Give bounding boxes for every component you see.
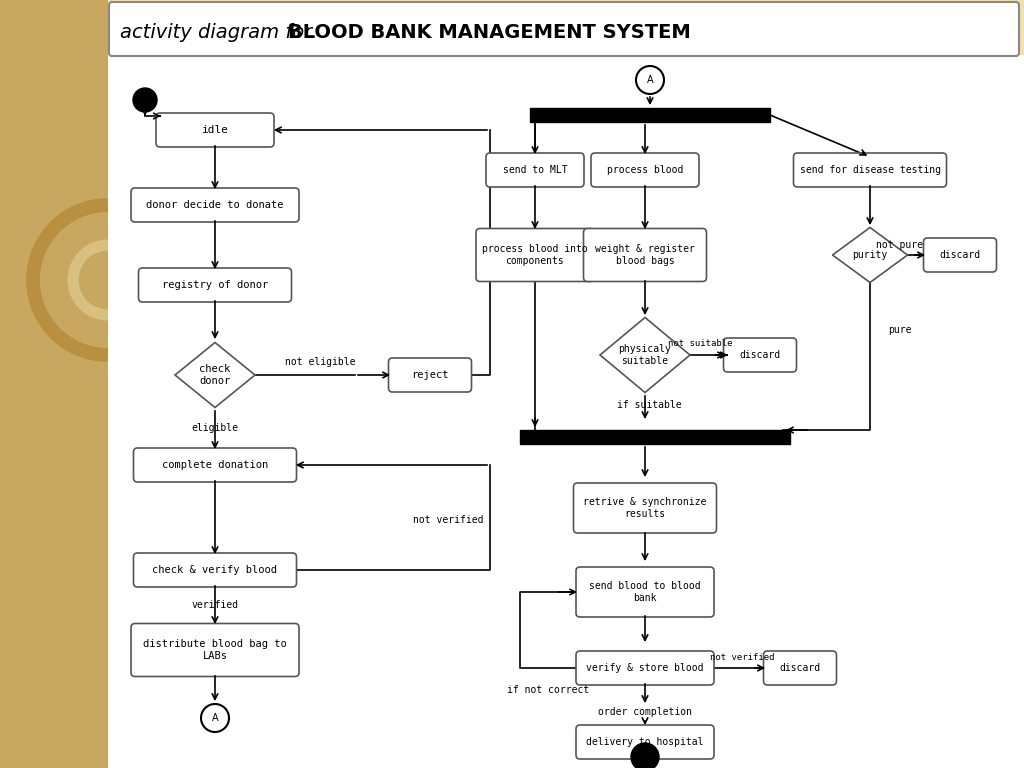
- Bar: [530, 108, 770, 122]
- FancyBboxPatch shape: [575, 567, 714, 617]
- FancyBboxPatch shape: [133, 448, 297, 482]
- Text: verified: verified: [191, 600, 239, 610]
- Text: if not correct: if not correct: [507, 685, 589, 695]
- Text: not verified: not verified: [413, 515, 483, 525]
- Text: idle: idle: [202, 125, 228, 135]
- Bar: [520, 430, 790, 444]
- FancyBboxPatch shape: [131, 624, 299, 677]
- Text: retrive & synchronize
results: retrive & synchronize results: [584, 497, 707, 519]
- FancyBboxPatch shape: [794, 153, 946, 187]
- FancyBboxPatch shape: [133, 553, 297, 587]
- Text: send blood to blood
bank: send blood to blood bank: [589, 581, 700, 603]
- Text: not verified: not verified: [710, 653, 774, 661]
- Text: discard: discard: [779, 663, 820, 673]
- FancyBboxPatch shape: [486, 153, 584, 187]
- FancyBboxPatch shape: [575, 725, 714, 759]
- Text: send to MLT: send to MLT: [503, 165, 567, 175]
- Text: verify & store blood: verify & store blood: [587, 663, 703, 673]
- Circle shape: [631, 743, 659, 768]
- FancyBboxPatch shape: [476, 229, 594, 282]
- Text: not eligible: not eligible: [285, 357, 355, 367]
- FancyBboxPatch shape: [591, 153, 699, 187]
- Text: process blood: process blood: [607, 165, 683, 175]
- Text: check
donor: check donor: [200, 364, 230, 386]
- FancyBboxPatch shape: [138, 268, 292, 302]
- FancyBboxPatch shape: [131, 188, 299, 222]
- FancyBboxPatch shape: [724, 338, 797, 372]
- Text: not pure: not pure: [877, 240, 924, 250]
- Text: reject: reject: [412, 370, 449, 380]
- Text: process blood into
components: process blood into components: [482, 243, 588, 266]
- Text: complete donation: complete donation: [162, 460, 268, 470]
- Bar: [108, 55, 1024, 768]
- Circle shape: [201, 704, 229, 732]
- Text: A: A: [212, 713, 218, 723]
- Text: eligible: eligible: [191, 423, 239, 433]
- Text: discard: discard: [939, 250, 981, 260]
- Text: delivery to hospital: delivery to hospital: [587, 737, 703, 747]
- FancyBboxPatch shape: [584, 229, 707, 282]
- FancyBboxPatch shape: [573, 483, 717, 533]
- Text: pure: pure: [888, 325, 911, 335]
- Text: activity diagram for: activity diagram for: [120, 22, 318, 41]
- Text: discard: discard: [739, 350, 780, 360]
- Text: check & verify blood: check & verify blood: [153, 565, 278, 575]
- Text: if suitable: if suitable: [617, 400, 682, 410]
- Circle shape: [636, 66, 664, 94]
- FancyBboxPatch shape: [388, 358, 471, 392]
- Text: registry of donor: registry of donor: [162, 280, 268, 290]
- Text: weight & register
blood bags: weight & register blood bags: [595, 243, 695, 266]
- Text: send for disease testing: send for disease testing: [800, 165, 940, 175]
- Text: not suitable: not suitable: [668, 339, 732, 349]
- Text: distribute blood bag to
LABs: distribute blood bag to LABs: [143, 639, 287, 661]
- Text: BLOOD BANK MANAGEMENT SYSTEM: BLOOD BANK MANAGEMENT SYSTEM: [288, 22, 691, 41]
- FancyBboxPatch shape: [764, 651, 837, 685]
- Polygon shape: [175, 343, 255, 408]
- FancyBboxPatch shape: [924, 238, 996, 272]
- FancyBboxPatch shape: [109, 2, 1019, 56]
- Text: donor decide to donate: donor decide to donate: [146, 200, 284, 210]
- Text: order completion: order completion: [598, 707, 692, 717]
- Text: A: A: [647, 75, 653, 85]
- FancyBboxPatch shape: [156, 113, 274, 147]
- Polygon shape: [600, 317, 690, 392]
- Polygon shape: [833, 227, 907, 283]
- Text: purity: purity: [852, 250, 888, 260]
- Text: physicaly
suitable: physicaly suitable: [618, 344, 672, 366]
- Circle shape: [133, 88, 157, 112]
- Bar: [0, 0, 108, 768]
- FancyBboxPatch shape: [575, 651, 714, 685]
